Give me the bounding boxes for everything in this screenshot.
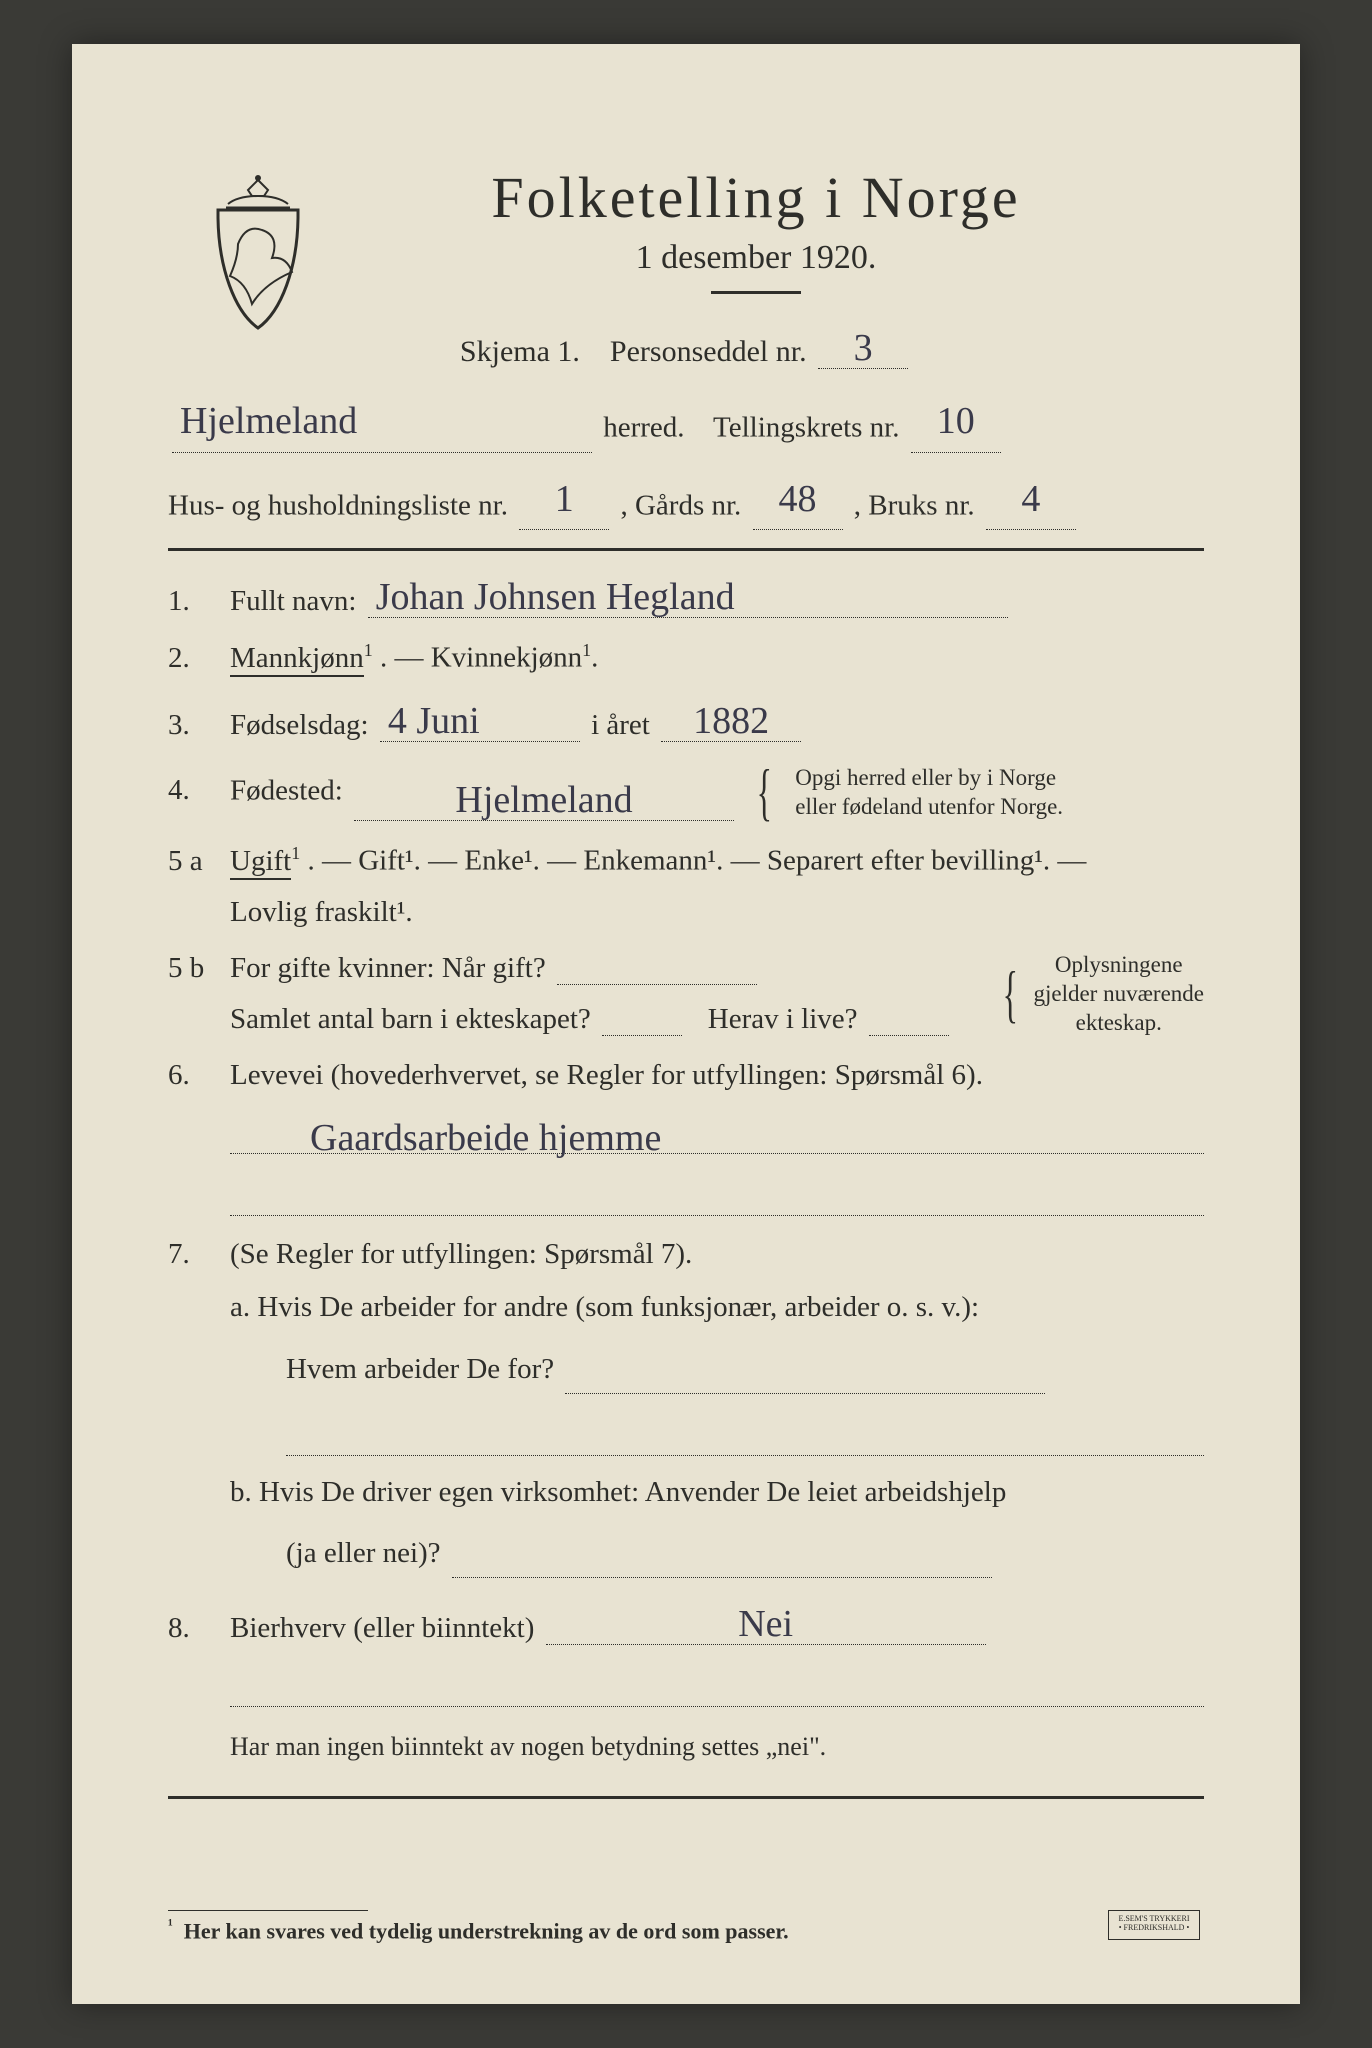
q8-blank2	[230, 1667, 1204, 1707]
bottom-note: Har man ingen biinntekt av nogen betydni…	[230, 1725, 1204, 1769]
brace-icon: {	[757, 773, 772, 811]
q3-label: Fødselsdag:	[230, 709, 369, 741]
personseddel-nr: 3	[818, 324, 908, 369]
title-main: Folketelling i Norge	[308, 164, 1204, 231]
q5b-a: For gifte kvinner: Når gift?	[230, 952, 546, 984]
q2: 2. Mannkjønn1 . — Kvinnekjønn1.	[168, 640, 1204, 675]
rule-top	[168, 548, 1204, 551]
footnote: ¹ Her kan svares ved tydelig understrekn…	[168, 1910, 1204, 1944]
document-page: Folketelling i Norge 1 desember 1920. Sk…	[72, 44, 1300, 2004]
personseddel-label: Personseddel nr.	[610, 335, 807, 368]
q7a-2: Hvem arbeider De for?	[286, 1353, 554, 1385]
q7a-2-row: Hvem arbeider De for?	[286, 1345, 1204, 1394]
q6: 6. Levevei (hovederhvervet, se Regler fo…	[168, 1059, 1204, 1216]
q5a-rest: . — Gift¹. — Enke¹. — Enkemann¹. — Separ…	[307, 845, 1086, 877]
q7-label: (Se Regler for utfyllingen: Spørsmål 7).	[230, 1238, 692, 1270]
q5a-num: 5 a	[168, 845, 230, 878]
title-block: Folketelling i Norge 1 desember 1920.	[308, 164, 1204, 294]
title-rule	[711, 291, 801, 294]
skjema-line: Skjema 1. Personseddel nr. 3	[168, 324, 1204, 369]
q3: 3. Fødselsdag: 4 Juni i året 1882	[168, 697, 1204, 742]
q5b-note: Oplysningene gjelder nuværende ekteskap.	[1033, 951, 1204, 1037]
q2-rest: . — Kvinnekjønn	[380, 642, 582, 674]
q4-label: Fødested:	[230, 774, 343, 806]
q6-num: 6.	[168, 1059, 230, 1092]
q7: 7. (Se Regler for utfyllingen: Spørsmål …	[168, 1238, 1204, 1578]
q3-mid: i året	[591, 709, 650, 741]
q1: 1. Fullt navn: Johan Johnsen Hegland	[168, 573, 1204, 618]
gards-label: , Gårds nr.	[620, 489, 741, 521]
bruks-label: , Bruks nr.	[854, 489, 975, 521]
q7b-1: b. Hvis De driver egen virksomhet: Anven…	[230, 1468, 1204, 1517]
hushold-line: Hus- og husholdningsliste nr. 1 , Gårds …	[168, 465, 1204, 531]
q8: 8. Bierhverv (eller biinntekt) Nei Har m…	[168, 1600, 1204, 1769]
q5a: 5 a Ugift1 . — Gift¹. — Enke¹. — Enkeman…	[168, 843, 1204, 929]
herred-line: Hjelmeland herred. Tellingskrets nr. 10	[168, 387, 1204, 453]
q2-num: 2.	[168, 642, 230, 675]
q1-num: 1.	[168, 585, 230, 618]
footnote-text: Her kan svares ved tydelig understreknin…	[184, 1918, 789, 1943]
q2-mann: Mannkjønn	[230, 642, 364, 677]
q5b-c-blank	[869, 1035, 949, 1036]
q5a-ugift: Ugift	[230, 845, 291, 880]
herred-label: herred.	[603, 411, 684, 443]
footnote-marker: ¹	[168, 1917, 173, 1934]
q5a-line2: Lovlig fraskilt¹.	[230, 896, 1204, 929]
q7b-2-row: (ja eller nei)?	[286, 1529, 1204, 1578]
q5b: 5 b For gifte kvinner: Når gift? Samlet …	[168, 951, 1204, 1037]
q7a-1: a. Hvis De arbeider for andre (som funks…	[230, 1283, 1204, 1332]
bruks-nr: 4	[986, 465, 1076, 531]
q4-num: 4.	[168, 774, 230, 807]
printer-stamp: E.SEM'S TRYKKERI • FREDRIKSHALD •	[1108, 1910, 1200, 1940]
coat-of-arms-icon	[198, 174, 318, 354]
skjema-label: Skjema 1.	[460, 335, 580, 368]
q4-note: Opgi herred eller by i Norge eller fødel…	[795, 764, 1063, 822]
q7b-blank	[452, 1577, 992, 1578]
q5b-b-blank	[602, 1035, 682, 1036]
q7b-2: (ja eller nei)?	[286, 1537, 441, 1569]
q4: 4. Fødested: Hjelmeland { Opgi herred el…	[168, 764, 1204, 822]
q7a-blank2	[286, 1416, 1204, 1456]
document-inner: Folketelling i Norge 1 desember 1920. Sk…	[72, 44, 1300, 2004]
q5b-a-blank	[557, 984, 757, 985]
q3-day: 4 Juni	[380, 697, 580, 742]
hushold-nr: 1	[519, 465, 609, 531]
title-date: 1 desember 1920.	[308, 239, 1204, 277]
q6-label: Levevei (hovederhvervet, se Regler for u…	[230, 1059, 983, 1091]
q6-value: Gaardsarbeide hjemme	[230, 1114, 1204, 1154]
q5b-num: 5 b	[168, 952, 230, 985]
footnote-rule	[168, 1910, 368, 1911]
q4-value: Hjelmeland	[354, 776, 734, 821]
q5b-c: Herav i live?	[708, 1003, 858, 1035]
herred-value: Hjelmeland	[172, 387, 592, 453]
q3-year: 1882	[661, 697, 801, 742]
q1-label: Fullt navn:	[230, 585, 356, 617]
q7a-blank	[565, 1393, 1045, 1394]
q8-value: Nei	[546, 1600, 986, 1645]
brace-icon-2: {	[1002, 975, 1017, 1013]
q3-num: 3.	[168, 709, 230, 742]
q7-num: 7.	[168, 1238, 230, 1271]
hushold-label: Hus- og husholdningsliste nr.	[168, 489, 508, 521]
q5b-b: Samlet antal barn i ekteskapet?	[230, 1003, 591, 1035]
rule-bottom	[168, 1796, 1204, 1799]
q8-num: 8.	[168, 1612, 230, 1645]
gards-nr: 48	[753, 465, 843, 531]
q8-label: Bierhverv (eller biinntekt)	[230, 1612, 534, 1644]
tellingskrets-nr: 10	[911, 387, 1001, 453]
q1-value: Johan Johnsen Hegland	[368, 573, 1008, 618]
tellingskrets-label: Tellingskrets nr.	[713, 411, 899, 443]
q6-blank2	[230, 1176, 1204, 1216]
